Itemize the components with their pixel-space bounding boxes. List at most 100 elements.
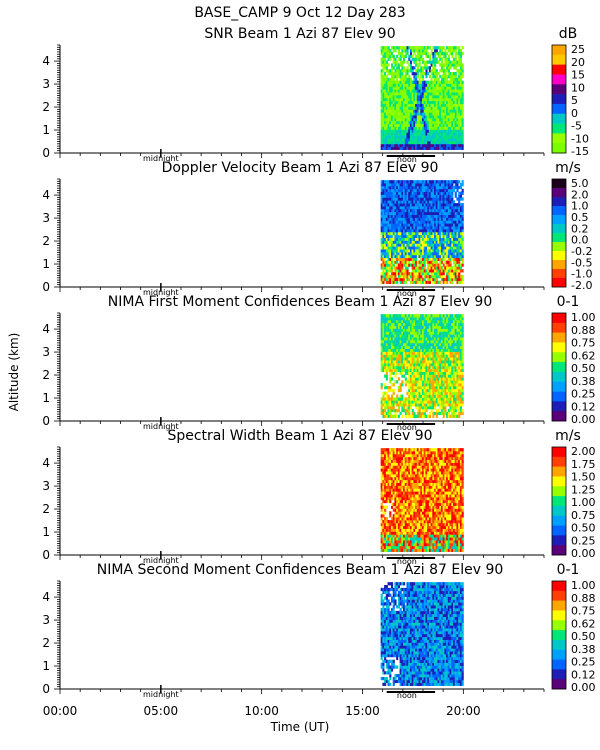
heatmap-cell bbox=[435, 191, 438, 195]
heatmap-cell bbox=[396, 334, 399, 338]
heatmap-cell bbox=[411, 243, 414, 247]
heatmap-cell bbox=[413, 260, 416, 264]
heatmap-cell bbox=[435, 206, 438, 210]
heatmap-cell bbox=[449, 354, 452, 358]
heatmap-cell bbox=[435, 414, 438, 418]
heatmap-cell bbox=[384, 74, 387, 79]
heatmap-cell bbox=[392, 92, 395, 96]
heatmap-cell bbox=[437, 251, 440, 256]
heatmap-cell bbox=[432, 354, 435, 358]
heatmap-cell bbox=[401, 51, 404, 56]
heatmap-cell bbox=[439, 254, 442, 259]
heatmap-cell bbox=[451, 257, 454, 261]
heatmap-cell bbox=[404, 411, 407, 416]
heatmap-cell bbox=[439, 120, 442, 125]
heatmap-cell bbox=[453, 345, 456, 350]
heatmap-cell bbox=[399, 86, 402, 90]
heatmap-cell bbox=[389, 411, 392, 416]
heatmap-cell bbox=[432, 406, 435, 410]
heatmap-cell bbox=[421, 106, 425, 110]
heatmap-cell bbox=[425, 377, 428, 381]
heatmap-cell bbox=[403, 340, 406, 344]
heatmap-cell bbox=[442, 51, 445, 56]
heatmap-cell bbox=[461, 94, 464, 99]
heatmap-cell bbox=[382, 274, 385, 279]
heatmap-cell bbox=[411, 223, 414, 227]
heatmap-cell bbox=[415, 257, 418, 261]
heatmap-cell bbox=[430, 146, 433, 150]
heatmap-cell bbox=[458, 112, 461, 116]
heatmap-cell bbox=[454, 103, 457, 107]
heatmap-cell bbox=[396, 203, 399, 207]
heatmap-cell bbox=[420, 54, 423, 59]
heatmap-cell bbox=[409, 220, 413, 224]
heatmap-cell bbox=[396, 322, 399, 327]
heatmap-cell bbox=[459, 223, 463, 227]
heatmap-cell bbox=[446, 46, 449, 50]
heatmap-cell bbox=[409, 63, 413, 67]
heatmap-cell bbox=[389, 103, 392, 107]
heatmap-cell bbox=[387, 266, 390, 270]
heatmap-cell bbox=[406, 223, 409, 227]
heatmap-cell bbox=[411, 92, 414, 96]
heatmap-cell bbox=[404, 206, 407, 210]
colorbar-swatch bbox=[552, 94, 566, 105]
heatmap-cell bbox=[449, 314, 452, 318]
heatmap-cell bbox=[385, 197, 388, 201]
heatmap-cell bbox=[432, 394, 435, 398]
heatmap-cell bbox=[447, 188, 450, 193]
heatmap-cell bbox=[409, 254, 413, 259]
heatmap-cell bbox=[401, 257, 404, 261]
heatmap-cell bbox=[454, 126, 457, 130]
heatmap-cell bbox=[459, 97, 463, 102]
colorbar-swatch bbox=[552, 84, 566, 95]
heatmap-cell bbox=[408, 97, 411, 102]
heatmap-cell bbox=[392, 348, 395, 352]
heatmap-cell bbox=[444, 206, 447, 210]
heatmap-cell bbox=[411, 214, 414, 218]
heatmap-cell bbox=[406, 403, 409, 407]
heatmap-cell bbox=[425, 269, 428, 273]
heatmap-cell bbox=[384, 115, 387, 119]
heatmap-cell bbox=[427, 337, 430, 341]
heatmap-cell bbox=[421, 146, 425, 150]
heatmap-cell bbox=[390, 397, 394, 401]
heatmap-cell bbox=[421, 331, 425, 335]
heatmap-cell bbox=[425, 237, 428, 241]
heatmap-cell bbox=[454, 214, 457, 218]
heatmap-cell bbox=[428, 203, 431, 207]
heatmap-cell bbox=[389, 328, 392, 332]
heatmap-cell bbox=[421, 334, 425, 338]
heatmap-cell bbox=[432, 351, 435, 355]
heatmap-cell bbox=[394, 143, 397, 148]
heatmap-cell bbox=[385, 322, 388, 327]
heatmap-cell bbox=[453, 272, 456, 276]
heatmap-cell bbox=[409, 231, 413, 236]
heatmap-cell bbox=[389, 348, 392, 352]
heatmap-cell bbox=[409, 414, 413, 418]
heatmap-cell bbox=[406, 206, 409, 210]
heatmap-cell bbox=[447, 246, 450, 250]
heatmap-cell bbox=[401, 314, 404, 318]
heatmap-cell bbox=[453, 223, 456, 227]
heatmap-cell bbox=[420, 89, 423, 93]
heatmap-cell bbox=[399, 69, 402, 73]
heatmap-cell bbox=[432, 414, 435, 418]
heatmap-cell bbox=[428, 83, 431, 87]
heatmap-cell bbox=[435, 260, 438, 264]
heatmap-cell bbox=[446, 226, 449, 230]
heatmap-cell bbox=[430, 391, 433, 395]
heatmap-cell bbox=[439, 83, 442, 87]
heatmap-cell bbox=[408, 234, 411, 238]
heatmap-cell bbox=[384, 234, 387, 238]
heatmap-cell bbox=[447, 314, 450, 318]
heatmap-cell bbox=[382, 228, 385, 233]
heatmap-cell bbox=[435, 314, 438, 318]
heatmap-cell bbox=[408, 143, 411, 148]
heatmap-cell bbox=[449, 274, 452, 279]
colorbar-label: 0.2 bbox=[571, 222, 589, 235]
heatmap-cell bbox=[425, 317, 428, 321]
heatmap-cell bbox=[435, 246, 438, 250]
heatmap-cell bbox=[415, 197, 418, 201]
heatmap-cell bbox=[403, 240, 406, 244]
